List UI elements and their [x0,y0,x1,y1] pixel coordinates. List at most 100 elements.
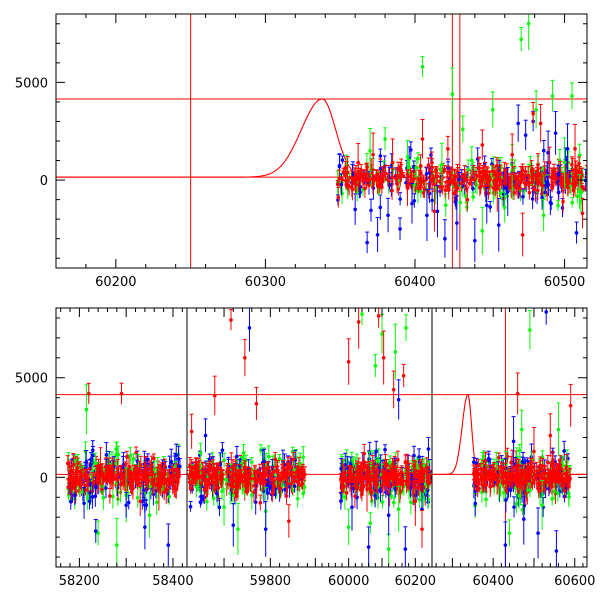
data-point [410,179,415,184]
data-point [129,489,134,494]
data-point [547,160,552,165]
data-point [562,184,566,189]
x-tick-label: 60300 [245,275,286,290]
data-point [446,147,450,151]
data-point [164,487,169,491]
data-point [565,185,570,190]
data-point [530,176,535,181]
x-tick-label: 60200 [95,275,136,290]
data-point [424,171,429,176]
data-point [101,495,106,500]
data-point [162,464,167,468]
data-point [220,472,225,477]
data-point [75,475,79,479]
data-point [368,148,372,153]
data-point [286,463,290,468]
data-point [93,461,98,466]
data-point [480,229,485,233]
data-point [73,493,77,498]
data-point [478,185,482,190]
data-point [248,472,253,476]
data-point [495,184,500,188]
data-point [91,480,96,485]
data-point [514,185,518,190]
data-point [162,481,167,486]
data-point [208,463,212,468]
data-point [565,147,570,151]
data-point [461,127,465,132]
data-point [491,185,495,190]
data-point [443,236,447,241]
data-point [78,469,82,474]
data-point [521,194,525,199]
data-point [285,477,289,482]
data-point [224,482,229,486]
data-point [418,178,423,183]
data-point [266,454,271,459]
data-point [211,496,216,501]
data-point [503,174,507,179]
data-point [340,177,345,182]
data-point [363,186,367,191]
data-point [228,477,233,481]
data-point [104,486,108,490]
data-point [478,171,482,175]
data-point [386,213,390,218]
data-point [417,455,421,459]
data-point [498,171,503,176]
data-point [344,178,348,183]
data-point [562,160,567,165]
data-point [527,190,532,195]
data-point [557,171,562,176]
data-point [253,471,257,476]
data-point [212,487,217,492]
data-point [464,177,469,182]
data-point [336,195,341,200]
data-point [546,150,550,155]
data-point [351,178,356,182]
data-point [176,457,181,461]
x-tick-label: 60400 [394,275,435,290]
data-point [96,477,101,481]
data-point [573,147,577,151]
data-point [118,472,123,476]
data-point [345,170,350,175]
data-point [341,170,346,174]
data-point [542,148,546,153]
data-point [353,181,357,186]
data-point [432,182,437,187]
data-point [198,451,203,455]
data-point [549,175,554,180]
data-point [542,171,547,176]
data-point [71,462,76,467]
data-point [300,475,305,480]
data-point [426,189,431,194]
data-point [535,188,540,193]
data-point [94,472,99,476]
data-point [550,186,554,191]
data-point [430,165,434,170]
data-point [523,170,528,174]
model-curve [56,98,587,178]
data-point [425,213,429,218]
data-point [230,484,235,489]
data-point [344,491,349,495]
data-point [126,500,131,505]
data-point [386,178,391,183]
data-point [579,173,584,177]
y-tick-label: 5000 [15,76,48,91]
data-point [86,480,90,484]
data-point [216,466,220,470]
data-point [66,485,71,489]
data-point [556,190,561,195]
data-point [295,496,300,501]
data-point [284,494,289,498]
data-point [519,37,523,42]
data-point [203,477,208,482]
data-point [398,227,402,231]
data-point [241,451,246,455]
data-point [172,484,176,489]
data-point [417,186,421,191]
data-point [364,177,369,182]
